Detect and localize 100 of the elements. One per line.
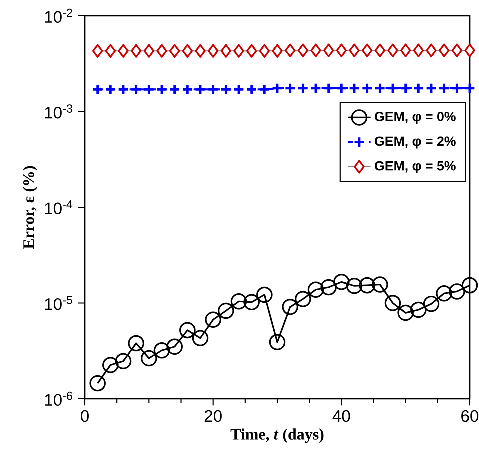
point (297, 82, 310, 94)
point (374, 44, 386, 58)
legend-label: GEM, φ = 5% (375, 161, 456, 174)
point (336, 82, 348, 94)
point (115, 353, 132, 370)
point (272, 82, 284, 94)
point (130, 44, 142, 58)
point (334, 274, 350, 290)
point (322, 82, 335, 94)
point (234, 44, 244, 58)
point (272, 44, 283, 58)
point (244, 294, 260, 311)
x-axis-title: Time, t (days) (230, 428, 324, 444)
point (118, 84, 130, 96)
point (464, 44, 476, 58)
y-tick-label: 10$^{-3}$ (45, 104, 72, 119)
point (438, 82, 450, 94)
point (426, 44, 437, 58)
point (90, 375, 106, 392)
point (400, 82, 412, 94)
point (462, 277, 478, 294)
point (284, 82, 296, 94)
point (246, 44, 258, 58)
point (359, 277, 376, 294)
y-tick-label: 10$^{-5}$ (45, 296, 72, 310)
point (320, 279, 337, 296)
point (438, 44, 450, 58)
point (423, 296, 440, 312)
point (168, 84, 181, 96)
point (451, 82, 464, 94)
point (143, 84, 156, 96)
point (426, 82, 438, 94)
point (452, 44, 463, 58)
point (208, 44, 219, 58)
point (207, 84, 220, 96)
point (156, 84, 168, 96)
y-tick-label: 10$^{-2}$ (45, 8, 72, 24)
point (105, 44, 116, 58)
point (102, 357, 119, 374)
point (182, 44, 194, 58)
point (130, 84, 142, 96)
point (323, 44, 334, 58)
point (180, 322, 196, 339)
point (436, 286, 452, 302)
point (361, 82, 374, 94)
legend-label: GEM, φ = 2% (375, 136, 456, 149)
point (269, 334, 286, 351)
x-tick-label: 20 (204, 410, 222, 422)
point (220, 84, 232, 96)
y-tick-label: 10$^{-6}$ (45, 392, 72, 406)
point (387, 82, 399, 94)
point (346, 278, 363, 294)
point (154, 342, 170, 359)
point (410, 302, 427, 318)
point (284, 44, 296, 58)
point (412, 82, 425, 94)
point (295, 291, 312, 308)
legend-label: GEM, φ = 0% (375, 112, 456, 124)
x-tick-label: 40 (332, 410, 350, 422)
point (308, 282, 324, 298)
point (118, 44, 129, 58)
point (128, 335, 144, 352)
point (348, 82, 360, 94)
point (192, 330, 209, 346)
point (310, 44, 322, 58)
point (298, 44, 309, 58)
point (233, 84, 245, 96)
point (182, 84, 194, 96)
point (166, 338, 183, 356)
y-axis-title: Error, ε (%) (23, 166, 38, 250)
point (384, 295, 402, 312)
point (92, 44, 104, 58)
point (349, 44, 360, 58)
point (388, 44, 398, 58)
point (246, 84, 258, 96)
point (144, 44, 155, 58)
point (194, 84, 206, 96)
point (398, 304, 414, 322)
point (449, 284, 466, 300)
point (220, 44, 232, 58)
point (205, 312, 222, 328)
point (256, 286, 273, 304)
point (259, 44, 270, 58)
point (195, 44, 206, 58)
point (336, 44, 348, 58)
point (104, 84, 117, 96)
point (374, 82, 386, 94)
point (282, 299, 298, 316)
point (372, 276, 388, 293)
point (218, 302, 234, 320)
point (92, 84, 104, 96)
point (258, 84, 271, 96)
y-tick-label: 10$^{-4}$ (45, 200, 73, 214)
point (230, 293, 248, 310)
point (310, 82, 322, 94)
point (362, 44, 373, 58)
point (169, 44, 180, 58)
x-tick-label: 60 (462, 410, 479, 422)
x-tick-label: 0 (81, 410, 89, 422)
point (156, 44, 168, 58)
